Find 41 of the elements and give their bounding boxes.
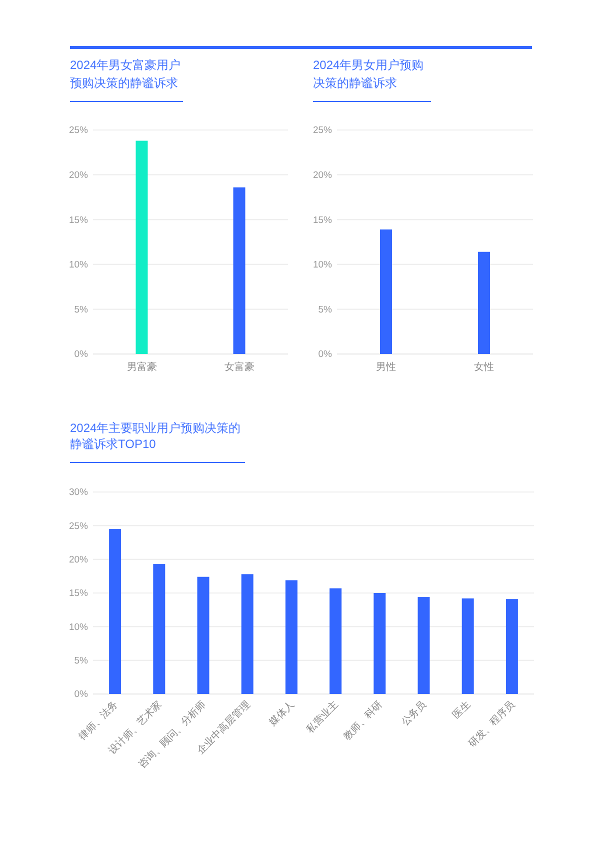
bar: [285, 580, 298, 694]
y-tick-label: 15%: [312, 214, 333, 226]
bar: [197, 576, 210, 694]
y-tick-label: 20%: [312, 170, 333, 181]
chart-title: 2024年男女富豪用户预购决策的静谧诉求: [70, 56, 183, 102]
x-tick-label: 媒体人: [266, 698, 297, 728]
x-tick-label: 公务员: [399, 698, 429, 728]
bar: [241, 574, 254, 694]
y-tick-label: 10%: [68, 622, 89, 633]
bar: [374, 593, 386, 694]
y-tick-label: 0%: [318, 349, 333, 360]
y-tick-label: 10%: [312, 260, 333, 271]
x-tick-label: 医生: [450, 698, 473, 722]
bar: [109, 529, 122, 694]
y-tick-label: 30%: [68, 487, 89, 498]
bar: [462, 598, 474, 694]
y-tick-label: 25%: [68, 520, 89, 532]
bar: [506, 599, 518, 694]
chart-title: 2024年男女用户预购决策的静谧诉求: [313, 56, 431, 102]
x-tick-label: 女富豪: [224, 361, 254, 373]
y-tick-label: 25%: [68, 125, 89, 136]
x-tick-label: 私营业主: [304, 698, 341, 736]
y-tick-label: 15%: [68, 588, 89, 600]
x-tick-label: 女性: [474, 361, 494, 373]
y-tick-label: 10%: [68, 260, 89, 271]
y-tick-label: 20%: [68, 554, 89, 566]
y-tick-label: 0%: [74, 349, 89, 360]
chart-title: 2024年主要职业用户预购决策的静谧诉求TOP10: [70, 420, 245, 463]
x-tick-label: 男性: [376, 361, 396, 373]
bar: [153, 564, 166, 694]
y-tick-label: 25%: [312, 125, 333, 136]
y-tick-label: 20%: [68, 170, 89, 181]
x-tick-label: 男富豪: [126, 361, 157, 373]
y-tick-label: 5%: [318, 304, 333, 316]
bar: [418, 597, 430, 694]
bar: [330, 588, 342, 694]
y-tick-label: 5%: [74, 656, 89, 667]
y-tick-label: 15%: [68, 214, 89, 226]
x-tick-label: 教师、科研: [340, 698, 385, 742]
y-tick-label: 5%: [74, 304, 89, 316]
y-tick-label: 0%: [74, 689, 89, 700]
